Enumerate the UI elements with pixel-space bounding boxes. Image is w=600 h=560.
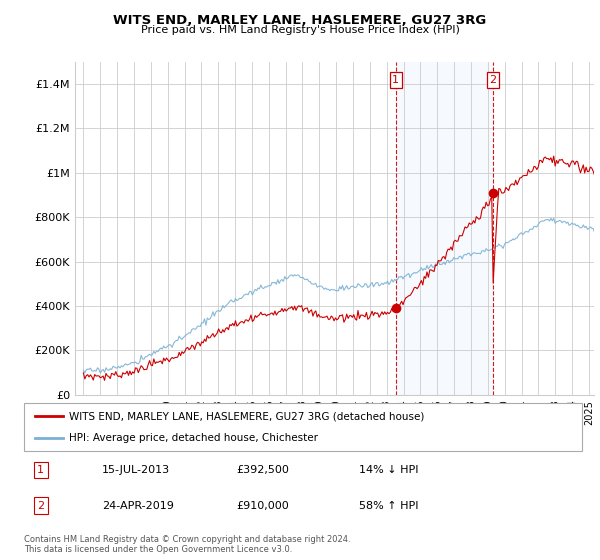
Text: Price paid vs. HM Land Registry's House Price Index (HPI): Price paid vs. HM Land Registry's House … [140, 25, 460, 35]
Text: WITS END, MARLEY LANE, HASLEMERE, GU27 3RG (detached house): WITS END, MARLEY LANE, HASLEMERE, GU27 3… [68, 411, 424, 421]
Text: 14% ↓ HPI: 14% ↓ HPI [359, 465, 418, 475]
Text: 2: 2 [490, 75, 497, 85]
Text: HPI: Average price, detached house, Chichester: HPI: Average price, detached house, Chic… [68, 433, 317, 443]
Text: £910,000: £910,000 [236, 501, 289, 511]
Text: 1: 1 [37, 465, 44, 475]
Bar [396, 62, 493, 395]
Text: £392,500: £392,500 [236, 465, 289, 475]
Text: 24-APR-2019: 24-APR-2019 [102, 501, 174, 511]
Text: 2: 2 [37, 501, 44, 511]
Text: WITS END, MARLEY LANE, HASLEMERE, GU27 3RG: WITS END, MARLEY LANE, HASLEMERE, GU27 3… [113, 14, 487, 27]
Text: 1: 1 [392, 75, 400, 85]
Text: 58% ↑ HPI: 58% ↑ HPI [359, 501, 418, 511]
Text: 15-JUL-2013: 15-JUL-2013 [102, 465, 170, 475]
Text: Contains HM Land Registry data © Crown copyright and database right 2024.
This d: Contains HM Land Registry data © Crown c… [24, 535, 350, 554]
